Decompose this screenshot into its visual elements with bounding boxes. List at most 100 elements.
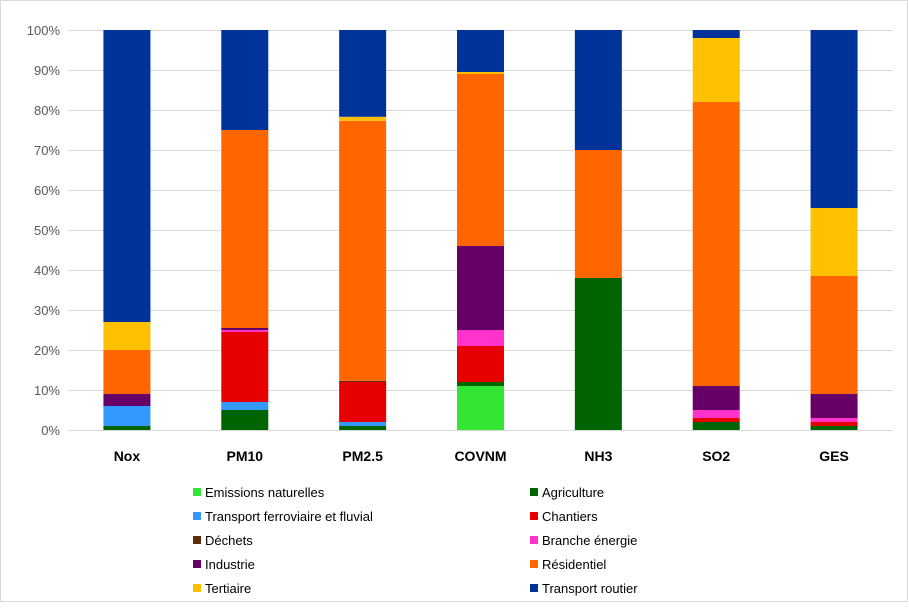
- bar-segment: [339, 30, 387, 117]
- bar-segment: [810, 426, 858, 430]
- legend-swatch: [193, 512, 201, 520]
- legend-label: Emissions naturelles: [205, 485, 325, 500]
- bar-segment: [339, 422, 387, 426]
- legend-entry: Tertiaire: [193, 581, 251, 596]
- bar-segment: [574, 150, 622, 278]
- bar-segment: [221, 30, 269, 130]
- bar-segment: [339, 116, 387, 121]
- legend: Emissions naturelles Agriculture Transport…: [193, 485, 638, 596]
- bar-segment: [457, 346, 504, 382]
- bar-segment: [103, 322, 151, 350]
- legend-entry: Chantiers: [530, 509, 598, 524]
- y-tick-label: 60%: [34, 183, 60, 198]
- bar-segment: [692, 102, 740, 386]
- x-tick-label: NH3: [584, 448, 612, 464]
- bar-segment: [103, 394, 151, 406]
- legend-entry: Résidentiel: [530, 557, 606, 572]
- bar-segment: [810, 422, 858, 426]
- legend-label: Transport routier: [542, 581, 638, 596]
- y-tick-label: 80%: [34, 103, 60, 118]
- bar-segment: [103, 30, 151, 322]
- bar-segment: [810, 30, 858, 208]
- x-tick-label: PM10: [226, 448, 263, 464]
- bar-segment: [810, 208, 858, 276]
- y-tick-label: 40%: [34, 263, 60, 278]
- legend-entry: Transport routier: [530, 581, 638, 596]
- bar-segment: [810, 418, 858, 422]
- bar-segment: [457, 382, 504, 386]
- bar-segment: [339, 426, 387, 430]
- bar-segment: [457, 246, 504, 330]
- legend-label: Tertiaire: [205, 581, 251, 596]
- bar-segment: [221, 130, 269, 328]
- bar-segment: [457, 74, 504, 246]
- bar-segment: [221, 410, 269, 430]
- legend-entry: Branche énergie: [530, 533, 637, 548]
- bar-segment: [692, 38, 740, 102]
- bar-segment: [339, 380, 387, 382]
- y-tick-label: 30%: [34, 303, 60, 318]
- bar-segment: [692, 30, 740, 38]
- y-axis: 0% 10% 20% 30% 40% 50% 60% 70% 80% 90% 100%: [27, 23, 61, 438]
- bars: [103, 30, 858, 430]
- legend-label: Déchets: [205, 533, 253, 548]
- legend-swatch: [193, 584, 201, 592]
- legend-entry: Agriculture: [530, 485, 604, 500]
- y-tick-label: 50%: [34, 223, 60, 238]
- bar-segment: [574, 30, 622, 150]
- y-tick-label: 70%: [34, 143, 60, 158]
- bar-segment: [221, 332, 269, 402]
- legend-swatch: [530, 584, 538, 592]
- y-tick-label: 0%: [41, 423, 60, 438]
- bar-segment: [103, 406, 151, 426]
- y-tick-label: 20%: [34, 343, 60, 358]
- x-tick-label: COVNM: [454, 448, 506, 464]
- bar-segment: [457, 30, 504, 72]
- legend-swatch: [530, 560, 538, 568]
- bar-segment: [810, 276, 858, 394]
- legend-swatch: [193, 560, 201, 568]
- bar-segment: [339, 120, 387, 381]
- bar-segment: [339, 382, 387, 422]
- legend-swatch: [530, 536, 538, 544]
- bar-segment: [810, 394, 858, 418]
- legend-entry: Transport ferroviaire et fluvial: [193, 509, 373, 524]
- bar-segment: [457, 386, 504, 430]
- bar-segment: [692, 422, 740, 430]
- legend-swatch: [193, 536, 201, 544]
- y-tick-label: 90%: [34, 63, 60, 78]
- bar-segment: [221, 402, 269, 410]
- bar-segment: [574, 278, 622, 430]
- legend-label: Industrie: [205, 557, 255, 572]
- legend-entry: Déchets: [193, 533, 253, 548]
- x-tick-label: Nox: [114, 448, 141, 464]
- y-tick-label: 10%: [34, 383, 60, 398]
- legend-label: Résidentiel: [542, 557, 606, 572]
- legend-label: Chantiers: [542, 509, 598, 524]
- y-tick-label: 100%: [27, 23, 61, 38]
- bar-segment: [692, 386, 740, 410]
- bar-segment: [221, 330, 269, 332]
- bar-segment: [692, 410, 740, 418]
- bar-segment: [457, 330, 504, 346]
- legend-entry: Emissions naturelles: [193, 485, 325, 500]
- x-axis: Nox PM10 PM2.5 COVNM NH3 SO2 GES: [114, 448, 849, 464]
- legend-entry: Industrie: [193, 557, 255, 572]
- legend-label: Branche énergie: [542, 533, 637, 548]
- legend-swatch: [193, 488, 201, 496]
- x-tick-label: GES: [819, 448, 849, 464]
- x-tick-label: PM2.5: [342, 448, 383, 464]
- bar-segment: [692, 418, 740, 422]
- legend-label: Agriculture: [542, 485, 604, 500]
- bar-segment: [457, 72, 504, 74]
- bar-segment: [103, 426, 151, 430]
- bar-segment: [103, 350, 151, 394]
- legend-label: Transport ferroviaire et fluvial: [205, 509, 373, 524]
- legend-swatch: [530, 488, 538, 496]
- legend-swatch: [530, 512, 538, 520]
- bar-segment: [221, 328, 269, 330]
- x-tick-label: SO2: [702, 448, 730, 464]
